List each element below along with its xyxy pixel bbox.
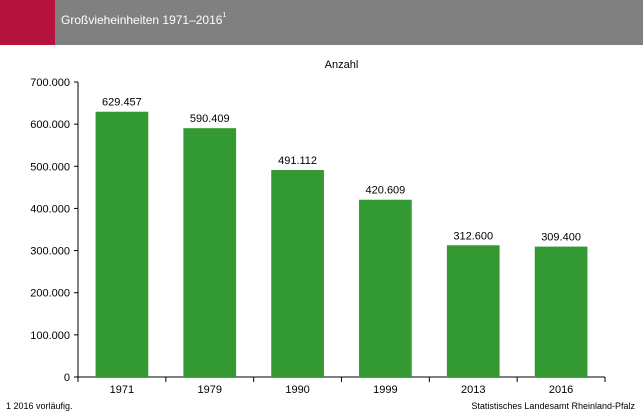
y-tick-label: 700.000 [30, 77, 70, 89]
y-tick-label: 0 [64, 372, 70, 384]
x-tick-label: 2016 [549, 384, 573, 396]
y-axis-label: Anzahl [325, 59, 359, 71]
y-tick-label: 100.000 [30, 330, 70, 342]
y-tick-label: 500.000 [30, 161, 70, 173]
bar [534, 246, 588, 377]
footnote: 1 2016 vorläufig. [6, 401, 73, 411]
title-footnote-marker: 1 [222, 12, 227, 19]
x-tick-label: 1971 [110, 384, 134, 396]
page-title-text: Großvieheinheiten 1971–2016 [61, 13, 223, 27]
data-label: 309.400 [541, 232, 581, 244]
header-accent [0, 0, 55, 45]
x-tick-label: 2013 [461, 384, 485, 396]
x-tick-label: 1979 [198, 384, 222, 396]
data-label: 590.409 [190, 113, 230, 125]
y-tick-label: 300.000 [30, 246, 70, 258]
y-tick-label: 400.000 [30, 203, 70, 215]
source-note: Statistisches Landesamt Rheinland-Pfalz [471, 401, 635, 411]
data-label: 312.600 [453, 230, 493, 242]
bar [359, 199, 412, 377]
data-label: 420.609 [366, 185, 406, 197]
y-tick-label: 600.000 [30, 119, 70, 131]
y-tick-label: 200.000 [30, 288, 70, 300]
data-label: 629.457 [102, 97, 142, 109]
bar [95, 111, 149, 378]
data-label: 491.112 [278, 155, 317, 167]
page-title: Großvieheinheiten 1971–20161 [61, 12, 227, 27]
x-tick-label: 1990 [285, 384, 309, 396]
header-bar: Großvieheinheiten 1971–20161 [0, 0, 643, 45]
bar [446, 245, 500, 377]
bar [183, 128, 237, 377]
x-tick-label: 1999 [373, 384, 397, 396]
bar [271, 170, 324, 377]
